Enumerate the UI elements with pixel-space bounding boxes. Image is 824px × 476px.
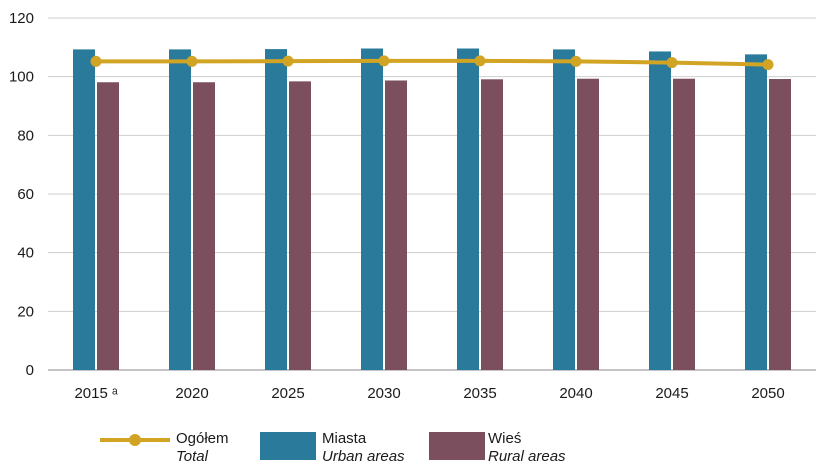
y-tick-label: 60 xyxy=(17,186,34,203)
x-tick-label: 2015 ᵃ xyxy=(74,385,118,402)
legend-swatch-rural xyxy=(429,432,485,460)
x-axis-tick-labels: 2015 ᵃ 2020 2025 2030 2035 2040 2045 2050 xyxy=(74,385,784,402)
bar-urban xyxy=(169,49,191,371)
x-tick-label: 2035 xyxy=(463,385,496,402)
bar-urban xyxy=(649,51,671,370)
legend-label-en: Total xyxy=(176,448,208,465)
bar-urban xyxy=(361,48,383,371)
bar-urban xyxy=(457,48,479,371)
total-line xyxy=(90,55,774,71)
y-tick-label: 40 xyxy=(17,245,34,262)
x-tick-label: 2045 xyxy=(655,385,688,402)
x-tick-label: 2050 xyxy=(751,385,784,402)
legend-swatch-urban xyxy=(260,432,316,460)
bar-rural xyxy=(193,82,215,371)
total-line-point xyxy=(762,59,774,71)
grid-lines xyxy=(48,17,816,371)
bar-rural xyxy=(385,80,407,370)
y-tick-label: 0 xyxy=(26,362,34,379)
legend-label-pl: Wieś xyxy=(488,430,522,447)
bar-urban xyxy=(745,54,767,371)
legend-label-en: Rural areas xyxy=(488,448,566,465)
bar-rural xyxy=(97,82,119,371)
legend-label-pl: Miasta xyxy=(322,430,367,447)
x-tick-label: 2025 xyxy=(271,385,304,402)
total-line-point xyxy=(282,55,294,67)
bar-rural xyxy=(577,78,599,370)
total-line-point xyxy=(666,57,678,69)
bar-rural xyxy=(481,79,503,370)
y-tick-label: 120 xyxy=(9,10,34,27)
legend-label-rural: Wieś Rural areas xyxy=(488,430,566,466)
bar-rural xyxy=(289,81,311,371)
bars xyxy=(73,48,791,371)
x-tick-label: 2020 xyxy=(175,385,208,402)
bar-urban xyxy=(553,49,575,371)
total-line-point xyxy=(570,55,582,67)
legend: Ogółem Total Miasta Urban areas Wieś Rur… xyxy=(0,428,824,476)
legend-line-swatch xyxy=(100,434,170,446)
total-line-point xyxy=(378,55,390,67)
bar-rural xyxy=(673,78,695,370)
total-line-path xyxy=(96,58,769,67)
y-axis-tick-labels: 0 20 40 60 80 100 120 xyxy=(9,10,34,379)
legend-label-en: Urban areas xyxy=(322,448,405,465)
legend-label-urban: Miasta Urban areas xyxy=(322,430,405,466)
bar-urban xyxy=(265,49,287,371)
total-line-point xyxy=(474,55,486,67)
total-line-point xyxy=(90,55,102,67)
x-tick-label: 2030 xyxy=(367,385,400,402)
legend-line-marker xyxy=(129,434,141,446)
y-tick-label: 80 xyxy=(17,127,34,144)
total-line-point xyxy=(186,55,198,67)
y-tick-label: 20 xyxy=(17,303,34,320)
bar-urban xyxy=(73,49,95,371)
x-tick-label: 2040 xyxy=(559,385,592,402)
legend-label-pl: Ogółem xyxy=(176,430,229,447)
legend-label-total: Ogółem Total xyxy=(176,430,229,466)
y-tick-label: 100 xyxy=(9,69,34,86)
bar-rural xyxy=(769,79,791,370)
